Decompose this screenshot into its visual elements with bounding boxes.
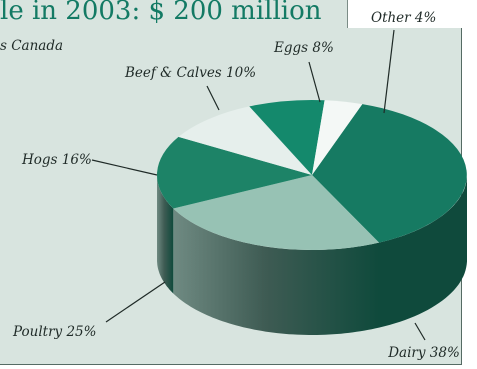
leader-line-beef-calves — [206, 85, 220, 111]
pie-slice-eggs — [249, 99, 325, 175]
slice-label-beef-calves: Beef & Calves 10% — [124, 65, 256, 81]
slice-label-dairy: Dairy 38% — [387, 345, 460, 361]
chart-title: le in 2003: $ 200 million — [0, 0, 322, 26]
pie-side-dairy — [379, 176, 467, 328]
leader-line-dairy — [414, 322, 426, 341]
pie-slice-dairy — [312, 104, 467, 243]
pie-side-hogs — [157, 176, 174, 294]
page-margin — [462, 0, 477, 369]
leader-line-hogs — [91, 159, 158, 176]
slice-label-other: Other 4% — [371, 10, 436, 26]
chart-source: s Canada — [0, 38, 64, 54]
pie-slice-beef-calves — [178, 106, 312, 175]
label-box — [347, 0, 463, 28]
pie-slice-other — [312, 100, 363, 175]
slice-label-eggs: Eggs 8% — [273, 40, 334, 56]
leader-line-poultry — [105, 281, 166, 323]
slice-label-poultry: Poultry 25% — [12, 324, 96, 340]
leader-line-other — [383, 29, 395, 114]
leader-line-eggs — [308, 61, 321, 103]
pie-side-poultry — [173, 208, 379, 335]
pie-slice-poultry — [173, 175, 379, 250]
slice-label-hogs: Hogs 16% — [21, 152, 92, 168]
pie-slice-hogs — [156, 136, 312, 209]
